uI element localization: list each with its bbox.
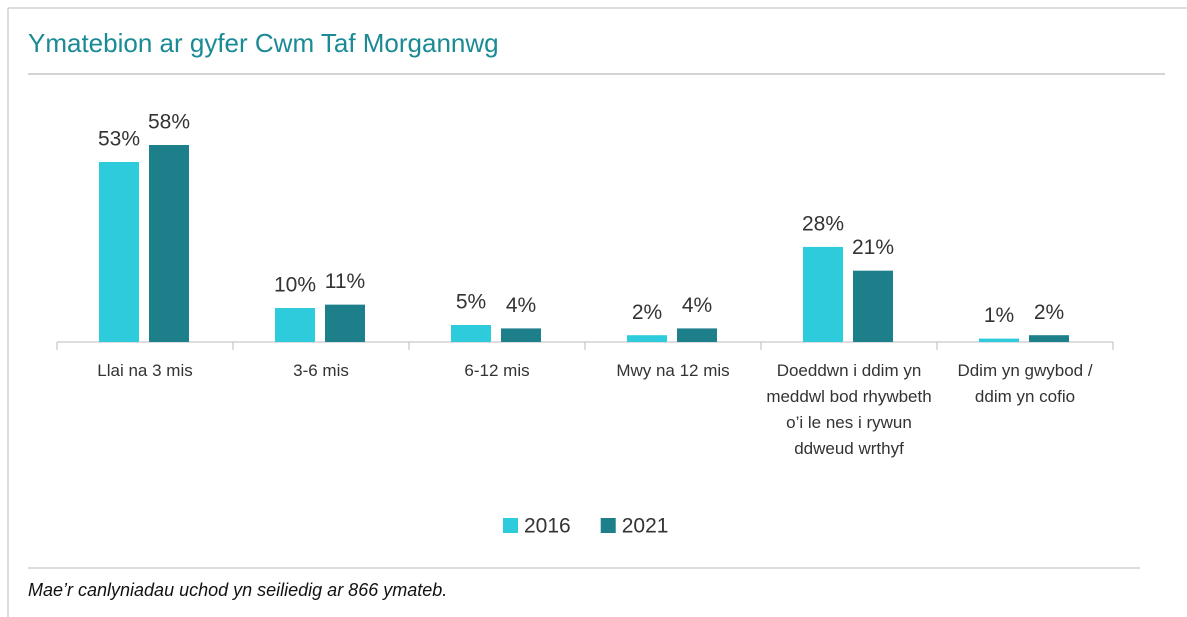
bar: [853, 270, 893, 342]
x-tick-label: Llai na 3 mis: [97, 361, 193, 380]
bar: [1029, 335, 1069, 342]
value-label: 28%: [802, 212, 844, 235]
x-tick-label: 3-6 mis: [293, 361, 349, 380]
x-tick-label: 6-12 mis: [464, 361, 530, 380]
value-label: 10%: [274, 274, 316, 297]
value-label: 11%: [325, 270, 365, 293]
legend-label: 2016: [524, 515, 571, 538]
legend-label: 2021: [622, 515, 669, 538]
x-tick-label: Mwy na 12 mis: [616, 361, 730, 380]
legend-swatch: [600, 518, 616, 533]
legend-swatch: [503, 518, 518, 533]
chart-title: Ymatebion ar gyfer Cwm Taf Morgannwg: [28, 28, 499, 58]
bar: [275, 308, 315, 342]
bar: [325, 304, 365, 342]
bar: [501, 328, 541, 342]
value-label: 53%: [98, 128, 140, 151]
x-tick-label: Ddim yn gwybod / ddim yn cofio: [957, 361, 1093, 406]
bar: [677, 328, 717, 342]
value-label: 1%: [984, 304, 1014, 327]
bar: [149, 145, 189, 342]
value-label: 4%: [506, 294, 536, 317]
bar: [979, 338, 1019, 342]
value-label: 2%: [1034, 301, 1064, 324]
x-tick-label: Doeddwn i ddim yn meddwl bod rhywbeth o’…: [766, 361, 932, 458]
value-label: 2%: [632, 301, 662, 324]
value-label: 4%: [682, 294, 712, 317]
bar: [627, 335, 667, 342]
bar: [451, 325, 491, 342]
bar: [803, 246, 843, 342]
value-label: 5%: [456, 291, 486, 314]
value-label: 21%: [852, 236, 894, 259]
bar: [99, 161, 139, 342]
footnote: Mae’r canlyniadau uchod yn seiliedig ar …: [28, 580, 447, 600]
value-label: 58%: [148, 111, 190, 134]
